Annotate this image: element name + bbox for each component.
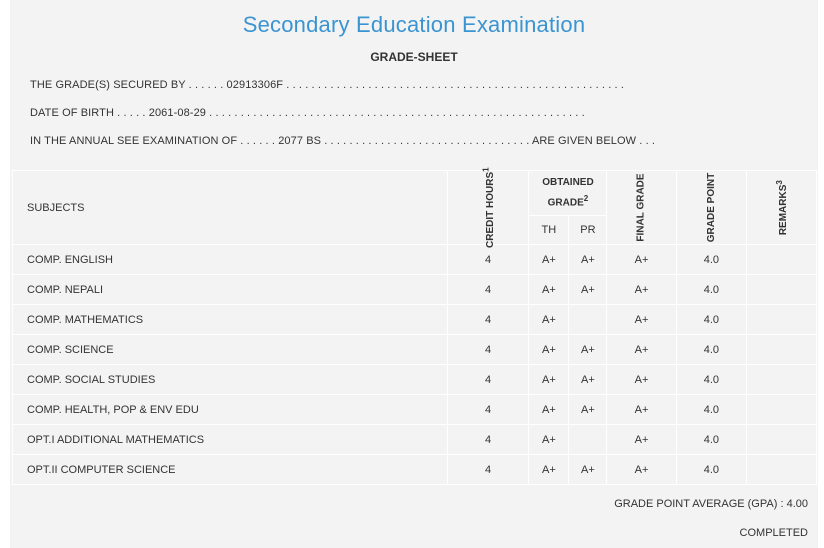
final-grade-cell: A+ — [606, 364, 677, 395]
grade-point-header: GRADE POINT — [675, 170, 748, 245]
pr-grade-cell: A+ — [568, 244, 608, 275]
remarks-cell — [746, 274, 817, 305]
subject-cell: COMP. HEALTH, POP & ENV EDU — [12, 394, 448, 425]
dob-line: DATE OF BIRTH . . . . . 2061-08-29 . . .… — [30, 107, 585, 119]
remarks-header: REMARKS3 — [746, 170, 817, 245]
symbol-number: 02913306F — [226, 79, 284, 91]
subject-cell: COMP. SOCIAL STUDIES — [12, 364, 448, 395]
table-row: COMP. SOCIAL STUDIES 4 A+ A+ A+ 4.0 — [12, 364, 817, 395]
th-grade-cell: A+ — [528, 304, 570, 335]
page-title: Secondary Education Examination — [242, 12, 586, 37]
th-grade-cell: A+ — [528, 334, 570, 365]
secured-by-line: THE GRADE(S) SECURED BY . . . . . . 0291… — [30, 79, 624, 91]
grade-point-cell: 4.0 — [675, 454, 748, 485]
th-grade-cell: A+ — [528, 394, 570, 425]
subject-cell: COMP. SCIENCE — [12, 334, 448, 365]
grade-point-cell: 4.0 — [675, 334, 748, 365]
pr-header: PR — [568, 215, 608, 245]
pr-grade-cell: A+ — [568, 454, 608, 485]
final-grade-cell: A+ — [606, 394, 677, 425]
credit-cell: 4 — [446, 334, 530, 365]
pr-grade-cell: A+ — [568, 394, 608, 425]
table-row: COMP. HEALTH, POP & ENV EDU 4 A+ A+ A+ 4.0 — [12, 394, 817, 425]
credit-cell: 4 — [446, 454, 530, 485]
gpa-value: 4.00 — [786, 498, 808, 510]
final-grade-cell: A+ — [606, 244, 677, 275]
credit-cell: 4 — [446, 274, 530, 305]
subject-cell: COMP. NEPALI — [12, 274, 448, 305]
th-grade-cell: A+ — [528, 274, 570, 305]
gpa-line: GRADE POINT AVERAGE (GPA) : 4.00 — [614, 498, 808, 510]
table-row: COMP. MATHEMATICS 4 A+ A+ 4.0 — [12, 304, 817, 335]
grade-sheet-heading: GRADE-SHEET — [370, 50, 458, 64]
subjects-header: SUBJECTS — [12, 170, 448, 245]
table-row: OPT.I ADDITIONAL MATHEMATICS 4 A+ A+ 4.0 — [12, 424, 817, 455]
remarks-cell — [746, 364, 817, 395]
remarks-cell — [746, 334, 817, 365]
final-grade-header: FINAL GRADE — [606, 170, 677, 245]
final-grade-cell: A+ — [606, 454, 677, 485]
gpa-label: GRADE POINT AVERAGE (GPA) : — [614, 498, 784, 510]
grade-point-cell: 4.0 — [675, 274, 748, 305]
remarks-cell — [746, 424, 817, 455]
grade-point-cell: 4.0 — [675, 304, 748, 335]
final-grade-cell: A+ — [606, 274, 677, 305]
exam-year: 2077 BS — [278, 135, 322, 147]
credit-cell: 4 — [446, 364, 530, 395]
remarks-cell — [746, 454, 817, 485]
exam-label: IN THE ANNUAL SEE EXAMINATION OF — [30, 135, 238, 147]
dob-label: DATE OF BIRTH — [30, 107, 115, 119]
exam-line: IN THE ANNUAL SEE EXAMINATION OF . . . .… — [30, 135, 656, 147]
th-header: TH — [528, 215, 570, 245]
date-of-birth: 2061-08-29 — [148, 107, 207, 119]
final-grade-cell: A+ — [606, 304, 677, 335]
table-row: COMP. SCIENCE 4 A+ A+ A+ 4.0 — [12, 334, 817, 365]
grade-point-cell: 4.0 — [675, 364, 748, 395]
status-text: COMPLETED — [739, 527, 808, 539]
subject-cell: OPT.II COMPUTER SCIENCE — [12, 454, 448, 485]
final-grade-cell: A+ — [606, 334, 677, 365]
subject-cell: COMP. ENGLISH — [12, 244, 448, 275]
grade-sheet-panel: Secondary Education Examination GRADE-SH… — [10, 0, 818, 548]
subject-cell: OPT.I ADDITIONAL MATHEMATICS — [12, 424, 448, 455]
credit-cell: 4 — [446, 244, 530, 275]
th-grade-cell: A+ — [528, 364, 570, 395]
final-grade-cell: A+ — [606, 424, 677, 455]
pr-grade-cell — [568, 304, 608, 335]
obtained-grade-header: OBTAINED GRADE2 — [528, 170, 608, 216]
grade-point-cell: 4.0 — [675, 394, 748, 425]
grade-point-cell: 4.0 — [675, 244, 748, 275]
pr-grade-cell: A+ — [568, 274, 608, 305]
grade-point-cell: 4.0 — [675, 424, 748, 455]
th-grade-cell: A+ — [528, 424, 570, 455]
table-row: OPT.II COMPUTER SCIENCE 4 A+ A+ A+ 4.0 — [12, 454, 817, 485]
th-grade-cell: A+ — [528, 244, 570, 275]
pr-grade-cell: A+ — [568, 364, 608, 395]
remarks-cell — [746, 394, 817, 425]
subject-cell: COMP. MATHEMATICS — [12, 304, 448, 335]
table-row: COMP. ENGLISH 4 A+ A+ A+ 4.0 — [12, 244, 817, 275]
table-row: COMP. NEPALI 4 A+ A+ A+ 4.0 — [12, 274, 817, 305]
credit-cell: 4 — [446, 424, 530, 455]
remarks-cell — [746, 244, 817, 275]
given-below-label: ARE GIVEN BELOW — [531, 135, 637, 147]
credit-hours-header: CREDIT HOURS1 — [446, 167, 530, 248]
grades-table: SUBJECTS CREDIT HOURS1 OBTAINED GRADE2 F… — [12, 167, 817, 485]
th-grade-cell: A+ — [528, 454, 570, 485]
remarks-cell — [746, 304, 817, 335]
credit-cell: 4 — [446, 394, 530, 425]
pr-grade-cell: A+ — [568, 334, 608, 365]
credit-cell: 4 — [446, 304, 530, 335]
pr-grade-cell — [568, 424, 608, 455]
secured-by-label: THE GRADE(S) SECURED BY — [30, 79, 186, 91]
